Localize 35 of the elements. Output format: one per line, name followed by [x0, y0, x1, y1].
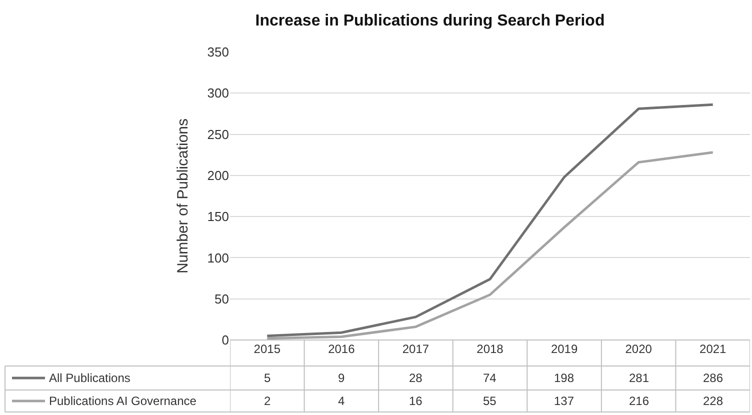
data-label: 228	[703, 394, 724, 408]
line-series	[266, 103, 714, 338]
legend-label: All Publications	[49, 371, 130, 385]
y-tick-label: 100	[207, 250, 229, 266]
data-label: 286	[703, 371, 724, 385]
y-tick-label: 300	[207, 86, 229, 101]
data-label: 55	[483, 394, 497, 408]
data-label: 9	[338, 371, 345, 385]
y-tick-label: 0	[222, 332, 229, 348]
data-label: 2	[264, 394, 271, 408]
data-label: 216	[629, 394, 650, 408]
y-axis-title: Number of Publications	[174, 118, 192, 274]
legend-label: Publications AI Governance	[49, 394, 197, 408]
y-tick-label: 200	[207, 168, 229, 183]
x-tick-label: 2019	[550, 342, 578, 356]
data-label: 198	[554, 371, 574, 385]
x-tick-label: 2017	[402, 342, 430, 356]
data-label: 16	[409, 394, 423, 408]
x-tick-label: 2018	[476, 342, 504, 356]
y-tick-label: 250	[207, 126, 229, 142]
data-label: 74	[483, 371, 497, 385]
x-tick-label: 2015	[254, 342, 281, 356]
chart-title: Increase in Publications during Search Period	[255, 12, 605, 30]
x-tick-label: 2016	[328, 342, 356, 356]
line-series	[266, 151, 714, 340]
data-label: 5	[264, 371, 271, 385]
x-tick-label: 2021	[700, 342, 727, 356]
y-tick-label: 350	[207, 44, 229, 60]
y-tick-label: 150	[207, 209, 229, 224]
x-tick-label: 2020	[625, 342, 652, 356]
data-label: 137	[554, 394, 574, 408]
data-label: 4	[338, 394, 345, 408]
y-tick-label: 50	[214, 291, 229, 306]
data-label: 281	[629, 371, 650, 385]
data-label: 28	[409, 371, 423, 385]
